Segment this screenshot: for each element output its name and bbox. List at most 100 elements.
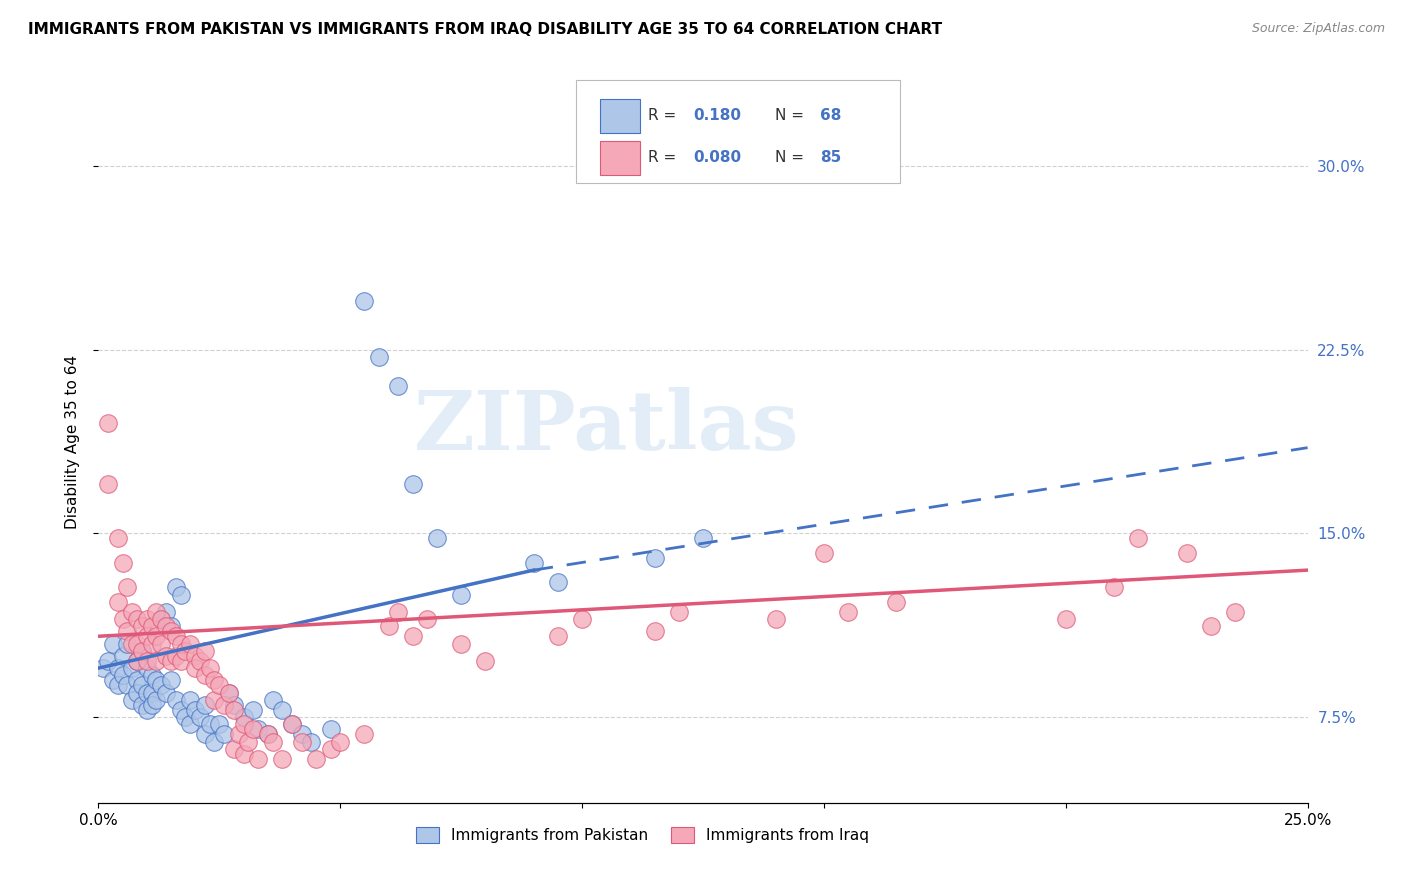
Point [165, 629, 187, 643]
Point [127, 654, 149, 668]
Point [1128, 531, 1150, 545]
Point [97, 416, 120, 430]
Legend: Immigrants from Pakistan, Immigrants from Iraq: Immigrants from Pakistan, Immigrants fro… [409, 822, 876, 849]
Point [208, 678, 231, 692]
Point [281, 717, 304, 731]
Point [228, 727, 250, 741]
Point [127, 637, 149, 651]
Point [145, 654, 167, 668]
Text: R =: R = [648, 150, 682, 165]
Point [232, 717, 254, 731]
Point [271, 752, 294, 766]
Text: 0.180: 0.180 [693, 108, 741, 123]
Point [262, 734, 284, 748]
Point [184, 648, 207, 663]
Point [402, 477, 425, 491]
Point [299, 734, 322, 748]
Point [232, 710, 254, 724]
Point [547, 629, 569, 643]
Point [179, 717, 201, 731]
Point [141, 685, 163, 699]
Point [155, 685, 177, 699]
Point [131, 644, 153, 658]
Point [135, 629, 157, 643]
Point [155, 619, 177, 633]
Point [145, 693, 167, 707]
Point [145, 605, 167, 619]
Point [218, 685, 240, 699]
Point [212, 727, 235, 741]
Point [1199, 619, 1222, 633]
Point [571, 612, 593, 626]
Point [107, 595, 129, 609]
Point [107, 678, 129, 692]
Point [127, 673, 149, 688]
Point [165, 693, 187, 707]
Point [135, 685, 157, 699]
Point [127, 654, 149, 668]
Point [117, 678, 139, 692]
Point [204, 673, 226, 688]
Point [179, 637, 201, 651]
Point [644, 550, 666, 565]
Point [256, 727, 278, 741]
Point [141, 637, 163, 651]
Point [165, 580, 187, 594]
Point [131, 644, 153, 658]
Point [247, 752, 270, 766]
Point [208, 717, 231, 731]
Point [121, 605, 143, 619]
Point [111, 648, 134, 663]
Text: 0.080: 0.080 [693, 150, 741, 165]
Point [121, 661, 143, 675]
Point [150, 678, 173, 692]
Point [1054, 612, 1077, 626]
Point [402, 629, 425, 643]
Point [141, 668, 163, 682]
Point [319, 723, 342, 737]
Point [135, 654, 157, 668]
Point [204, 734, 226, 748]
Point [160, 624, 183, 639]
Point [194, 668, 217, 682]
Point [290, 734, 312, 748]
Point [450, 588, 472, 602]
Point [329, 734, 352, 748]
Point [184, 703, 207, 717]
Point [204, 693, 226, 707]
Point [117, 637, 139, 651]
Point [188, 710, 211, 724]
Point [101, 637, 124, 651]
Text: Source: ZipAtlas.com: Source: ZipAtlas.com [1251, 22, 1385, 36]
Point [111, 612, 134, 626]
Point [135, 703, 157, 717]
Point [111, 668, 134, 682]
Y-axis label: Disability Age 35 to 64: Disability Age 35 to 64 [65, 354, 80, 529]
Point [135, 661, 157, 675]
Point [131, 619, 153, 633]
Point [160, 673, 183, 688]
Text: 85: 85 [820, 150, 841, 165]
Point [174, 644, 197, 658]
Text: N =: N = [775, 108, 808, 123]
Point [426, 531, 449, 545]
Point [141, 698, 163, 712]
Point [886, 595, 908, 609]
Point [218, 685, 240, 699]
Point [242, 703, 264, 717]
Point [222, 742, 245, 756]
Point [131, 678, 153, 692]
Point [198, 661, 221, 675]
Point [212, 698, 235, 712]
Point [160, 619, 183, 633]
Point [169, 703, 191, 717]
Point [194, 698, 217, 712]
Point [837, 605, 859, 619]
Point [305, 752, 328, 766]
Point [319, 742, 342, 756]
Point [150, 612, 173, 626]
Point [813, 546, 835, 560]
Point [668, 605, 690, 619]
Point [131, 698, 153, 712]
Point [127, 612, 149, 626]
